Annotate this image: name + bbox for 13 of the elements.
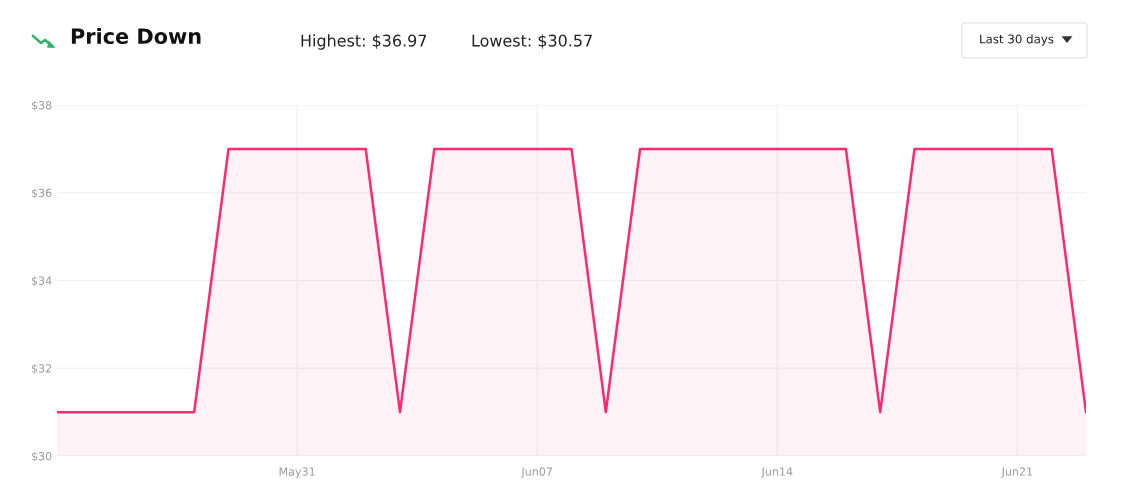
y-tick-label: $36 [31, 188, 52, 199]
x-tick-label: May31 [279, 467, 315, 478]
y-tick-label: $32 [31, 364, 52, 375]
x-tick-label: Jun07 [520, 467, 552, 478]
y-tick-label: $38 [31, 100, 52, 111]
text: Last 30 days [980, 34, 1054, 46]
text: Lowest: $30.57 [472, 34, 592, 49]
text: Highest: $36.97 [301, 34, 427, 50]
y-tick-label: $34 [31, 276, 52, 287]
chart-title: Price Down [71, 27, 201, 45]
x-tick-label: Jun14 [760, 467, 793, 478]
x-tick-label: Jun21 [1001, 467, 1033, 478]
y-tick-label: $30 [31, 451, 52, 462]
